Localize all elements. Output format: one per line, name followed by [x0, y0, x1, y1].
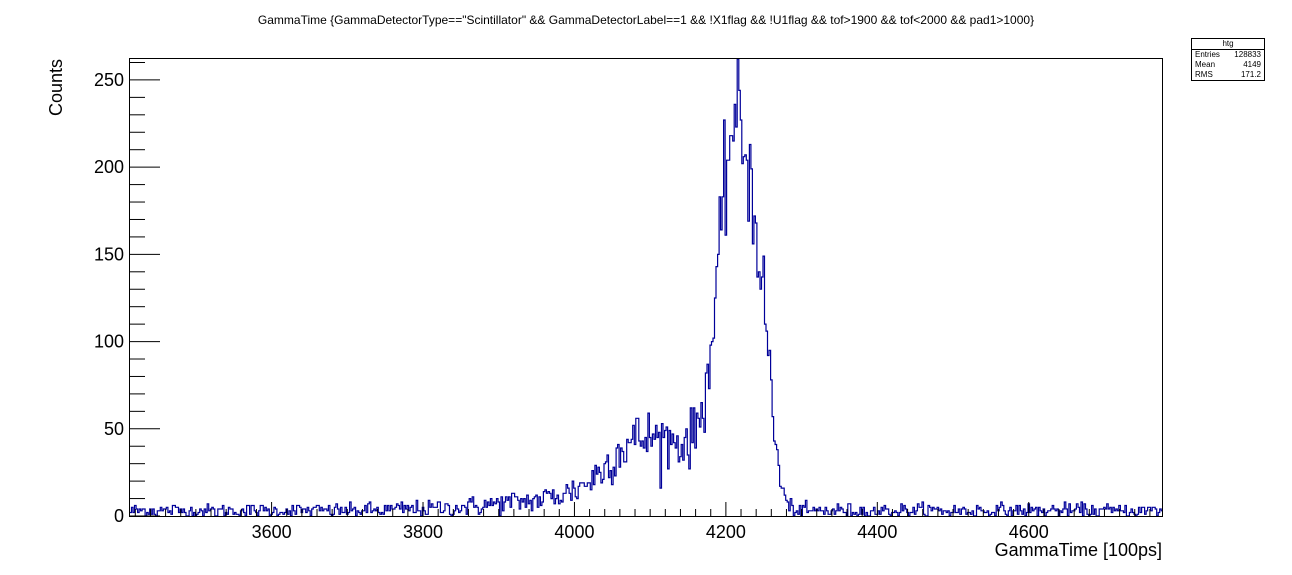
x-tick-label: 4600 [1009, 522, 1049, 542]
x-tick-label: 4000 [554, 522, 594, 542]
y-tick-label: 50 [104, 419, 124, 439]
stats-entries-label: Entries [1195, 50, 1220, 59]
stats-box-title: htg [1192, 39, 1264, 50]
x-tick-label: 4400 [857, 522, 897, 542]
x-tick-label: 3800 [403, 522, 443, 542]
y-tick-label: 0 [114, 506, 124, 526]
x-tick-label: 4200 [706, 522, 746, 542]
plot-frame [129, 58, 1163, 517]
y-tick-label: 150 [94, 244, 124, 264]
y-tick-label: 250 [94, 70, 124, 90]
histogram-series [130, 58, 1162, 517]
histogram-line [130, 58, 1162, 517]
stats-entries-value: 128833 [1234, 50, 1261, 59]
y-tick-label: 100 [94, 332, 124, 352]
axes: 3600 3800 4000 4200 4400 4600 0 50 100 150 200 250 [94, 61, 1151, 542]
stats-row-mean: Mean 4149 [1192, 60, 1264, 70]
x-tick-label: 3600 [252, 522, 292, 542]
stats-rms-value: 171.2 [1240, 70, 1261, 79]
stats-row-entries: Entries 128833 [1192, 50, 1264, 60]
chart-title: GammaTime {GammaDetectorType=="Scintilla… [258, 13, 1034, 27]
y-tick-label: 200 [94, 157, 124, 177]
stats-mean-label: Mean [1195, 60, 1216, 69]
stats-row-rms: RMS 171.2 [1192, 70, 1264, 80]
stats-box: htg Entries 128833 Mean 4149 RMS 171.2 [1191, 38, 1265, 81]
stats-mean-value: 4149 [1243, 60, 1261, 69]
x-axis-label: GammaTime [100ps] [995, 540, 1162, 560]
stats-rms-label: RMS [1195, 70, 1213, 79]
y-axis-label: Counts [46, 59, 66, 116]
